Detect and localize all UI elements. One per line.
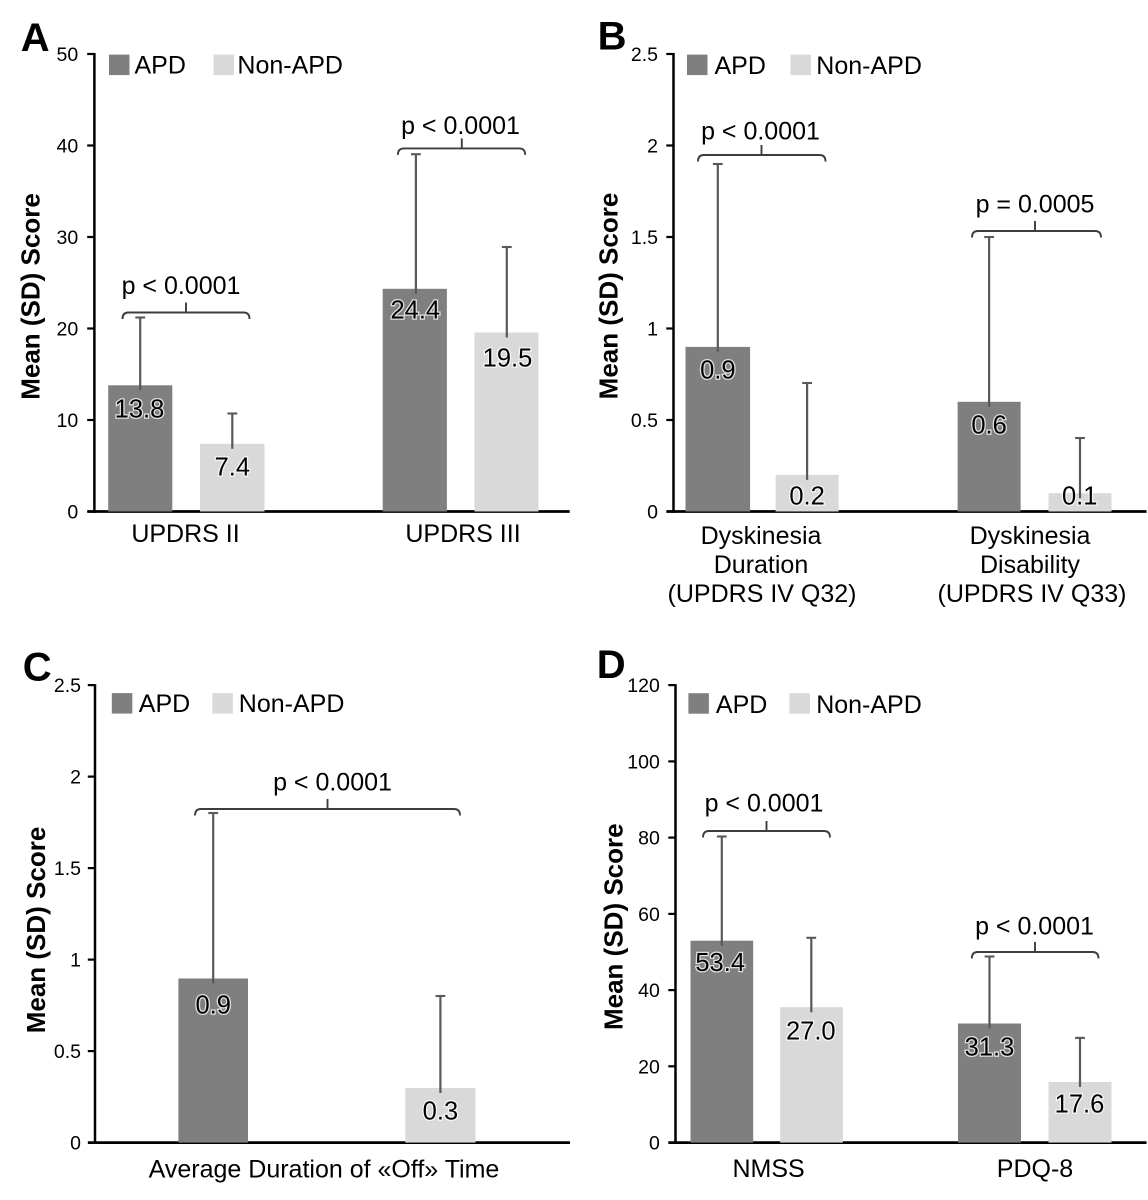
svg-text:p < 0.0001: p < 0.0001 bbox=[273, 769, 392, 797]
svg-text:APD: APD bbox=[715, 52, 766, 80]
svg-text:A: A bbox=[21, 16, 50, 60]
svg-text:31.3: 31.3 bbox=[965, 1033, 1015, 1061]
svg-text:1: 1 bbox=[70, 950, 81, 972]
svg-text:Duration: Duration bbox=[714, 551, 809, 579]
svg-text:0.2: 0.2 bbox=[789, 483, 824, 511]
svg-text:NMSS: NMSS bbox=[732, 1155, 804, 1183]
svg-text:0.5: 0.5 bbox=[631, 410, 658, 432]
svg-text:20: 20 bbox=[56, 318, 78, 340]
svg-text:0.6: 0.6 bbox=[971, 411, 1006, 439]
svg-text:0.9: 0.9 bbox=[700, 357, 735, 385]
svg-text:40: 40 bbox=[638, 980, 660, 1002]
svg-text:APD: APD bbox=[135, 51, 186, 79]
svg-text:C: C bbox=[23, 645, 52, 689]
svg-text:1.5: 1.5 bbox=[631, 227, 658, 249]
svg-text:53.4: 53.4 bbox=[695, 949, 745, 977]
svg-text:p < 0.0001: p < 0.0001 bbox=[122, 272, 241, 300]
svg-text:1.5: 1.5 bbox=[54, 858, 81, 880]
svg-text:2: 2 bbox=[70, 767, 81, 789]
svg-text:100: 100 bbox=[627, 751, 660, 773]
svg-text:1: 1 bbox=[647, 318, 658, 340]
svg-text:Non-APD: Non-APD bbox=[816, 52, 922, 80]
svg-text:Mean (SD) Score: Mean (SD) Score bbox=[16, 193, 46, 400]
svg-text:20: 20 bbox=[638, 1056, 660, 1078]
svg-text:0: 0 bbox=[67, 501, 78, 523]
svg-text:19.5: 19.5 bbox=[483, 345, 533, 373]
svg-text:Mean (SD) Score: Mean (SD) Score bbox=[594, 193, 624, 400]
svg-text:Dyskinesia: Dyskinesia bbox=[701, 522, 822, 550]
svg-text:24.4: 24.4 bbox=[390, 296, 440, 324]
svg-text:50: 50 bbox=[56, 44, 78, 66]
svg-text:Dyskinesia: Dyskinesia bbox=[970, 522, 1091, 550]
svg-text:Average Duration of «Off» Time: Average Duration of «Off» Time bbox=[149, 1156, 500, 1184]
svg-text:Non-APD: Non-APD bbox=[239, 690, 345, 718]
svg-text:40: 40 bbox=[56, 135, 78, 157]
svg-text:0: 0 bbox=[647, 501, 658, 523]
svg-text:p < 0.0001: p < 0.0001 bbox=[401, 112, 520, 140]
svg-text:10: 10 bbox=[56, 410, 78, 432]
svg-text:APD: APD bbox=[716, 691, 767, 719]
svg-text:Non-APD: Non-APD bbox=[237, 51, 343, 79]
svg-text:120: 120 bbox=[627, 675, 660, 697]
svg-text:Non-APD: Non-APD bbox=[816, 691, 922, 719]
svg-text:UPDRS III: UPDRS III bbox=[405, 520, 520, 548]
svg-text:0.5: 0.5 bbox=[54, 1041, 81, 1063]
svg-text:27.0: 27.0 bbox=[786, 1017, 836, 1045]
svg-text:2.5: 2.5 bbox=[631, 44, 658, 66]
svg-text:80: 80 bbox=[638, 828, 660, 850]
svg-text:(UPDRS IV Q33): (UPDRS IV Q33) bbox=[938, 580, 1127, 608]
svg-text:60: 60 bbox=[638, 904, 660, 926]
svg-text:7.4: 7.4 bbox=[215, 453, 250, 481]
svg-text:p < 0.0001: p < 0.0001 bbox=[975, 913, 1094, 941]
svg-text:p < 0.0001: p < 0.0001 bbox=[701, 118, 820, 146]
svg-text:APD: APD bbox=[139, 690, 190, 718]
svg-text:13.8: 13.8 bbox=[115, 395, 165, 423]
svg-text:D: D bbox=[597, 643, 626, 687]
svg-text:0.3: 0.3 bbox=[423, 1098, 458, 1126]
svg-text:p < 0.0001: p < 0.0001 bbox=[705, 790, 824, 818]
svg-text:0: 0 bbox=[649, 1133, 660, 1155]
svg-text:B: B bbox=[598, 14, 627, 58]
svg-text:Mean (SD) Score: Mean (SD) Score bbox=[598, 823, 628, 1030]
svg-text:Mean (SD) Score: Mean (SD) Score bbox=[21, 827, 51, 1034]
svg-text:Disability: Disability bbox=[980, 551, 1081, 579]
svg-text:PDQ-8: PDQ-8 bbox=[997, 1155, 1073, 1183]
svg-text:2.5: 2.5 bbox=[54, 675, 81, 697]
svg-text:2: 2 bbox=[647, 135, 658, 157]
svg-text:p = 0.0005: p = 0.0005 bbox=[976, 191, 1095, 219]
svg-text:UPDRS II: UPDRS II bbox=[131, 520, 239, 548]
svg-text:0.9: 0.9 bbox=[195, 992, 230, 1020]
svg-text:0: 0 bbox=[70, 1133, 81, 1155]
svg-text:30: 30 bbox=[56, 227, 78, 249]
svg-text:(UPDRS IV Q32): (UPDRS IV Q32) bbox=[668, 580, 857, 608]
svg-text:17.6: 17.6 bbox=[1055, 1091, 1105, 1119]
svg-text:0.1: 0.1 bbox=[1062, 483, 1097, 511]
